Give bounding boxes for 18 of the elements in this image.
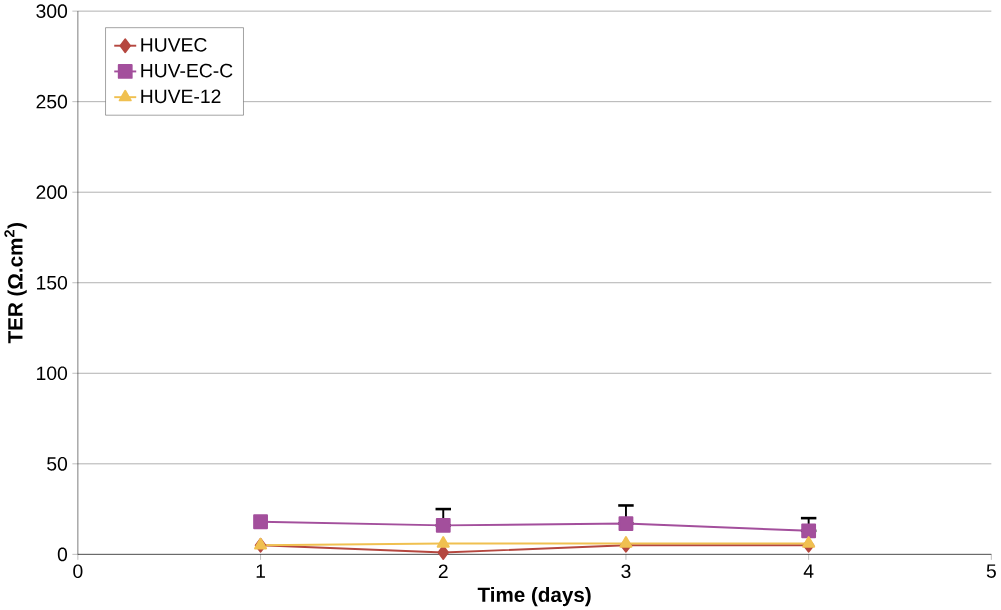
legend-label: HUVE-12 <box>141 89 221 103</box>
x-tick-label: 2 <box>438 564 448 578</box>
y-tick-label: 200 <box>36 185 68 199</box>
y-tick-label: 0 <box>57 547 68 561</box>
y-tick-label: 150 <box>37 275 68 290</box>
x-tick-label: 4 <box>803 564 814 578</box>
y-tick-label: 300 <box>36 4 68 18</box>
legend-label: HUVEC <box>141 37 207 52</box>
y-axis-title: TER (Ω.cm$^{2}$) <box>4 222 27 343</box>
x-axis-title: Time (days) <box>477 586 591 606</box>
x-tick-label: 1 <box>256 564 265 578</box>
x-tick-label: 5 <box>986 564 996 578</box>
x-tick-label: 0 <box>73 564 83 578</box>
y-tick-label: 250 <box>36 94 68 109</box>
legend-label: HUV-EC-C <box>141 63 233 78</box>
y-tick-label: 50 <box>47 456 68 471</box>
x-tick-label: 3 <box>621 564 631 578</box>
y-tick-label: 100 <box>37 366 68 380</box>
